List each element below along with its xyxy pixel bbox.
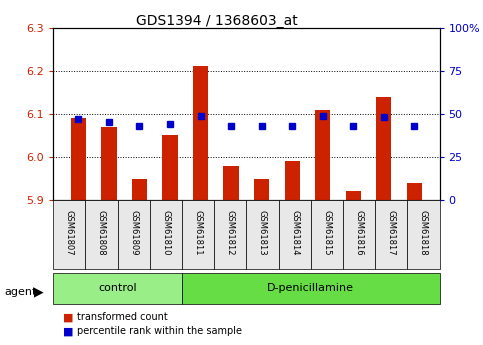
FancyBboxPatch shape (53, 273, 182, 304)
Text: GSM61810: GSM61810 (161, 210, 170, 256)
Text: GSM61812: GSM61812 (226, 210, 235, 256)
FancyBboxPatch shape (53, 200, 85, 269)
FancyBboxPatch shape (311, 200, 343, 269)
Text: percentile rank within the sample: percentile rank within the sample (77, 326, 242, 336)
Text: GSM61807: GSM61807 (65, 210, 74, 256)
Text: transformed count: transformed count (77, 313, 168, 322)
FancyBboxPatch shape (182, 273, 440, 304)
Text: GSM61815: GSM61815 (322, 210, 331, 256)
FancyBboxPatch shape (407, 200, 440, 269)
Bar (162, 135, 178, 200)
FancyBboxPatch shape (279, 200, 311, 269)
Text: D-penicillamine: D-penicillamine (267, 283, 354, 293)
FancyBboxPatch shape (375, 200, 407, 269)
Text: GSM61817: GSM61817 (387, 210, 396, 256)
FancyBboxPatch shape (117, 200, 150, 269)
FancyBboxPatch shape (214, 200, 246, 269)
Bar (284, 161, 300, 200)
Bar (71, 118, 86, 200)
Bar (376, 97, 391, 200)
Text: GSM61813: GSM61813 (258, 210, 267, 256)
Text: GSM61808: GSM61808 (97, 210, 106, 256)
FancyBboxPatch shape (182, 200, 214, 269)
Text: agent: agent (5, 287, 37, 296)
Text: GSM61811: GSM61811 (194, 210, 202, 256)
Text: GSM61814: GSM61814 (290, 210, 299, 256)
Text: ▶: ▶ (34, 285, 43, 298)
Bar (193, 66, 208, 200)
Text: GSM61809: GSM61809 (129, 210, 138, 256)
Bar (254, 178, 269, 200)
Bar (315, 109, 330, 200)
Text: control: control (98, 283, 137, 293)
FancyBboxPatch shape (343, 200, 375, 269)
Text: ■: ■ (63, 326, 73, 336)
Text: ■: ■ (63, 313, 73, 322)
FancyBboxPatch shape (150, 200, 182, 269)
Bar (224, 166, 239, 200)
FancyBboxPatch shape (85, 200, 117, 269)
Bar (101, 127, 116, 200)
Text: GSM61818: GSM61818 (419, 210, 428, 256)
Text: GSM61816: GSM61816 (355, 210, 364, 256)
Bar (407, 183, 422, 200)
Bar (132, 178, 147, 200)
Text: GDS1394 / 1368603_at: GDS1394 / 1368603_at (137, 14, 298, 28)
Bar (346, 191, 361, 200)
FancyBboxPatch shape (246, 200, 279, 269)
